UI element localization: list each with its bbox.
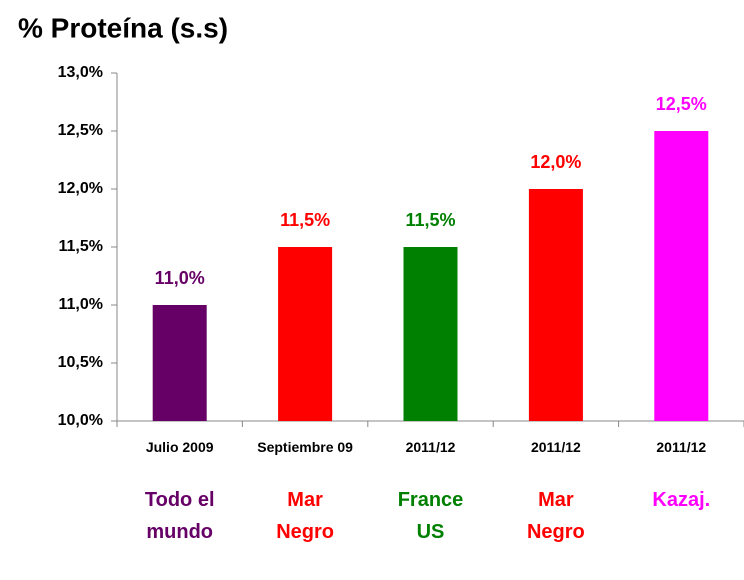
value-label: 11,0% [155, 268, 205, 288]
y-tick-label: 13,0% [58, 64, 103, 81]
bar [654, 131, 709, 421]
x-tick-label: 2011/12 [530, 439, 581, 455]
chart-title: % Proteína (s.s) [18, 12, 228, 43]
value-label: 11,5% [280, 210, 330, 230]
x-tick-label: Septiembre 09 [257, 439, 353, 455]
y-tick-label: 11,0% [59, 296, 103, 313]
x-tick-label: Julio 2009 [145, 439, 214, 455]
value-label: 11,5% [405, 210, 455, 230]
y-tick-label: 10,0% [58, 412, 103, 429]
value-label: 12,5% [656, 94, 707, 114]
bar [152, 305, 207, 421]
y-tick-label: 12,5% [58, 122, 103, 139]
y-tick-label: 12,0% [58, 180, 103, 197]
bar [528, 189, 583, 421]
region-label: Mar Negro [526, 489, 585, 543]
value-label: 12,0% [530, 152, 581, 172]
region-label: Mar Negro [276, 489, 334, 543]
bar [403, 247, 458, 421]
x-tick-label: 2011/12 [656, 439, 707, 455]
region-label: Todo el mundo [144, 489, 215, 543]
region-label: France US [397, 489, 464, 543]
y-tick-label: 10,5% [58, 354, 103, 371]
bar [278, 247, 333, 421]
region-label: Kazaj. [652, 489, 711, 511]
x-tick-label: 2011/12 [405, 439, 456, 455]
y-tick-label: 11,5% [59, 238, 103, 255]
